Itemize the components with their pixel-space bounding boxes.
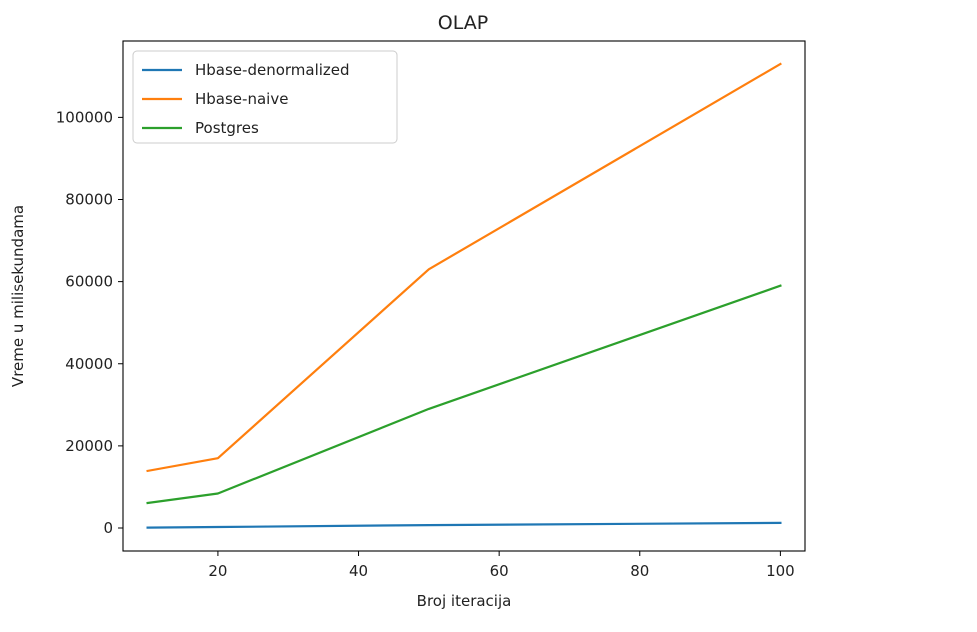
x-axis: 20 40 60 80 100 xyxy=(208,551,795,580)
y-tick-label: 40000 xyxy=(65,355,113,373)
x-tick-label: 80 xyxy=(630,562,649,580)
legend-box xyxy=(132,50,398,144)
y-tick-label: 80000 xyxy=(65,191,113,209)
legend: Hbase-denormalized Hbase-naive Postgres xyxy=(132,50,398,144)
x-tick-label: 40 xyxy=(349,562,368,580)
y-tick-label: 60000 xyxy=(65,273,113,291)
x-axis-label: Broj iteracija xyxy=(417,592,512,610)
x-tick-label: 100 xyxy=(766,562,795,580)
series-line-hbase-naive xyxy=(146,62,782,473)
plot-frame xyxy=(122,40,806,552)
y-tick-label: 100000 xyxy=(56,108,113,126)
chart-title: OLAP xyxy=(438,12,488,34)
y-axis-label: Vreme u milisekundama xyxy=(9,205,27,387)
series-line-hbase-denormalized xyxy=(146,521,782,529)
y-tick-label: 0 xyxy=(103,519,113,537)
legend-label: Hbase-denormalized xyxy=(195,61,350,79)
series-line-postgres xyxy=(146,284,782,505)
x-tick-label: 20 xyxy=(208,562,227,580)
y-tick-label: 20000 xyxy=(65,437,113,455)
series-lines xyxy=(146,62,782,529)
y-axis: 0 20000 40000 60000 80000 100000 xyxy=(56,108,123,537)
legend-label: Postgres xyxy=(195,119,259,137)
x-tick-label: 60 xyxy=(490,562,509,580)
legend-label: Hbase-naive xyxy=(195,90,288,108)
